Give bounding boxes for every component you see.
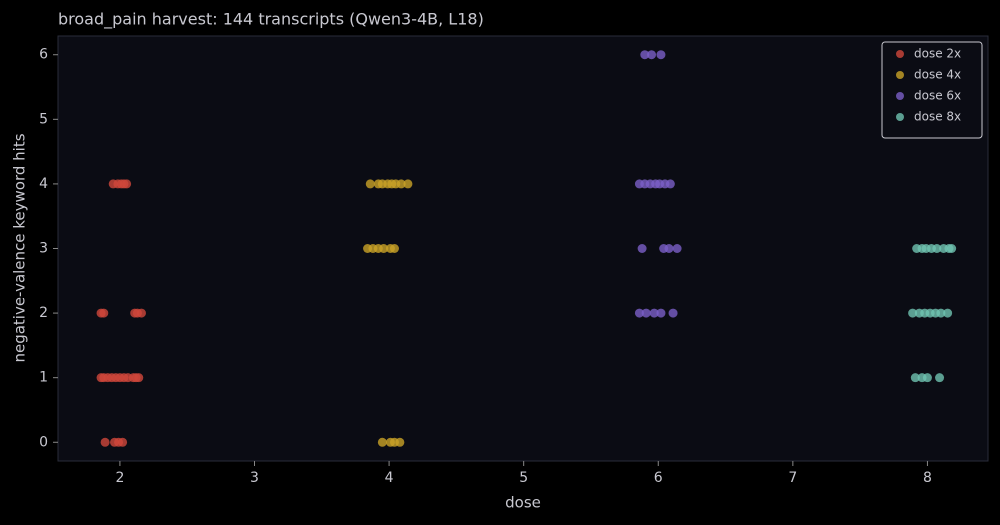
point — [99, 308, 109, 318]
y-tick-label: 5 — [39, 111, 48, 127]
point — [922, 373, 932, 383]
point — [656, 50, 666, 60]
y-axis-label: negative-valence keyword hits — [11, 133, 29, 362]
x-axis-label: dose — [505, 494, 541, 512]
x-tick-label: 8 — [923, 470, 932, 486]
point — [379, 244, 389, 253]
point — [396, 179, 406, 189]
point — [908, 308, 918, 318]
point — [100, 437, 110, 447]
y-tick-label: 2 — [39, 305, 48, 321]
x-tick-label: 3 — [250, 470, 259, 486]
x-tick-label: 6 — [654, 470, 663, 486]
point — [640, 50, 650, 60]
y-tick-label: 1 — [39, 370, 48, 386]
point — [665, 179, 675, 189]
point — [136, 308, 146, 318]
y-tick-label: 0 — [39, 434, 48, 450]
legend-label: dose 6x — [914, 89, 961, 103]
point — [634, 308, 644, 318]
point — [122, 179, 132, 189]
legend-marker — [896, 71, 904, 79]
point — [656, 308, 666, 318]
point — [389, 244, 399, 253]
point — [403, 179, 413, 189]
point — [641, 308, 651, 318]
legend-label: dose 2x — [914, 47, 961, 61]
point — [910, 373, 920, 383]
x-tick-label: 7 — [788, 470, 797, 486]
point — [649, 308, 659, 318]
plot-area — [57, 35, 989, 462]
chart-title: broad_pain harvest: 144 transcripts (Qwe… — [58, 10, 484, 30]
legend-marker — [896, 113, 904, 121]
point — [134, 373, 144, 383]
x-tick-label: 5 — [519, 470, 528, 486]
point — [377, 437, 387, 447]
point — [395, 437, 405, 447]
legend-box — [881, 41, 983, 139]
point — [664, 244, 674, 253]
x-tick-label: 2 — [115, 470, 124, 486]
point — [118, 437, 128, 447]
legend-label: dose 8x — [914, 110, 961, 124]
legend-marker — [896, 92, 904, 100]
point — [947, 244, 957, 253]
point — [668, 308, 678, 318]
y-tick-label: 6 — [39, 47, 48, 63]
point — [932, 244, 942, 253]
y-tick-label: 3 — [39, 241, 48, 257]
point — [365, 179, 375, 189]
legend-marker — [896, 50, 904, 58]
point — [936, 308, 946, 318]
point — [935, 373, 945, 383]
point — [672, 244, 682, 253]
point — [943, 308, 953, 318]
x-tick-label: 4 — [385, 470, 394, 486]
point — [647, 50, 657, 60]
legend-label: dose 4x — [914, 68, 961, 82]
y-tick-label: 4 — [39, 176, 48, 192]
point — [637, 244, 647, 253]
